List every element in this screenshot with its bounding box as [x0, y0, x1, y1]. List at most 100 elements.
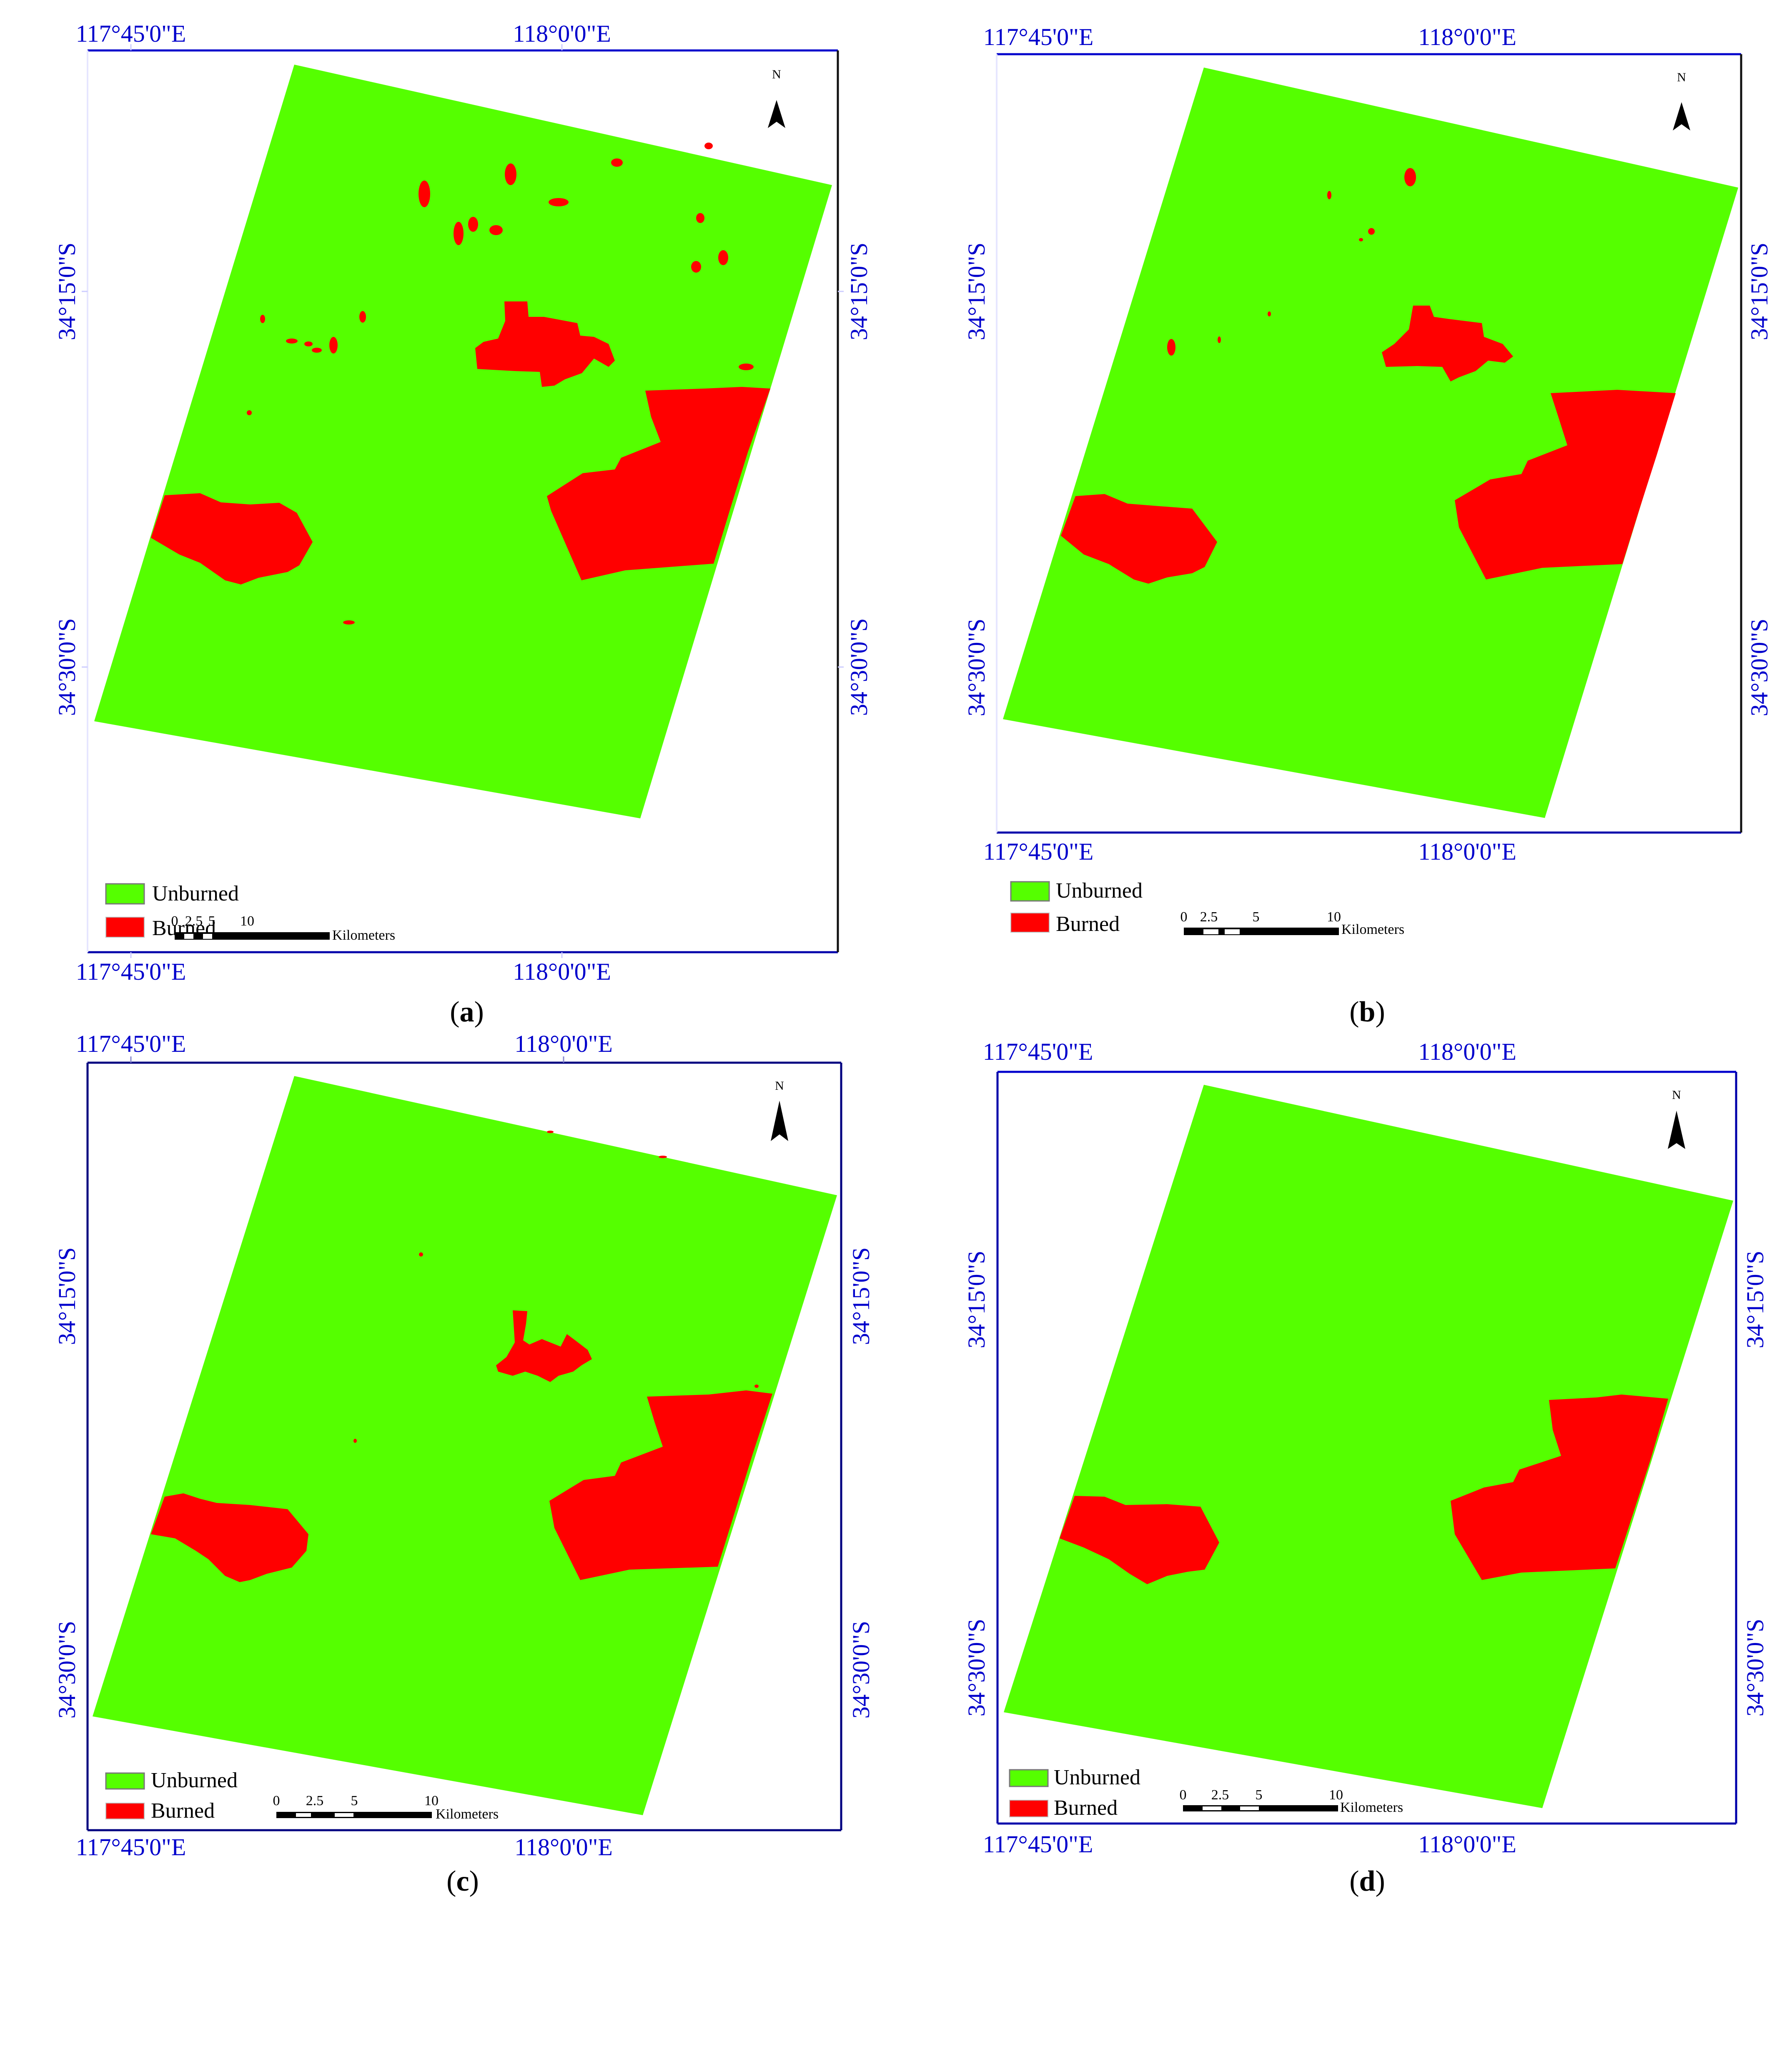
top-lon-label-2: 118°0'0"E: [1418, 23, 1516, 50]
north-label: N: [1677, 70, 1686, 84]
north-label: N: [775, 1079, 784, 1093]
top-lon-label-1: 117°45'0"E: [983, 1038, 1093, 1065]
panel-caption-b: (b): [1349, 996, 1385, 1028]
legend-label-burned: Burned: [1056, 912, 1120, 936]
left-lat-label-1: 34°15'0"S: [963, 1251, 990, 1349]
left-lat-label-1: 34°15'0"S: [963, 243, 990, 341]
unburned-area: [93, 1076, 837, 1815]
burned-areas: [151, 143, 770, 625]
top-lon-label-1: 117°45'0"E: [983, 23, 1094, 50]
bottom-lon-label-1: 117°45'0"E: [76, 1834, 186, 1861]
scale-bar: 0 2.5 5 10 Kilometers: [171, 913, 396, 943]
burned-areas: [1061, 168, 1676, 584]
unburned-area: [94, 65, 832, 818]
svg-text:5: 5: [1256, 1787, 1263, 1803]
svg-text:10: 10: [424, 1793, 439, 1809]
legend: Unburned Burned: [105, 1768, 238, 1823]
svg-text:2.5: 2.5: [306, 1793, 324, 1809]
unburned-area: [1004, 1085, 1733, 1808]
map-panel-d: 117°45'0"E 118°0'0"E 117°45'0"E 118°0'0"…: [963, 1038, 1769, 1897]
legend-label-unburned: Unburned: [152, 882, 239, 906]
panel-caption-d: (d): [1349, 1865, 1385, 1897]
svg-text:0: 0: [1180, 1787, 1187, 1803]
right-lat-label-2: 34°30'0"S: [1742, 1619, 1769, 1717]
svg-text:Kilometers: Kilometers: [332, 928, 395, 943]
svg-text:10: 10: [1329, 1787, 1343, 1803]
left-lat-label-2: 34°30'0"S: [963, 619, 990, 717]
north-label: N: [772, 68, 781, 81]
right-lat-label-1: 34°15'0"S: [845, 243, 872, 341]
bottom-lon-label-1: 117°45'0"E: [76, 958, 186, 985]
svg-text:10: 10: [1327, 909, 1341, 925]
top-lon-label-1: 117°45'0"E: [76, 1030, 186, 1057]
legend-label-burned: Burned: [1054, 1796, 1118, 1820]
svg-text:5: 5: [1253, 909, 1260, 925]
map-panel-a: 117°45'0"E 118°0'0"E 117°45'0"E 118°0'0"…: [53, 20, 872, 1028]
left-lat-label-1: 34°15'0"S: [53, 1247, 80, 1345]
bottom-lon-label-1: 117°45'0"E: [983, 1831, 1093, 1858]
right-lat-label-2: 34°30'0"S: [845, 618, 872, 716]
svg-text:10: 10: [240, 913, 254, 929]
burned-areas: [151, 1131, 772, 1582]
legend: Unburned Burned: [1010, 879, 1143, 936]
top-lon-label-2: 118°0'0"E: [514, 1030, 613, 1057]
left-lat-label-2: 34°30'0"S: [53, 1621, 80, 1719]
legend-swatch-unburned: [105, 1772, 145, 1790]
left-lat-label-2: 34°30'0"S: [963, 1619, 990, 1717]
legend-swatch-burned: [105, 1803, 145, 1819]
north-arrow-icon: N: [768, 68, 785, 128]
legend-swatch-burned: [1009, 1800, 1048, 1817]
scale-bar: 0 2.5 5 10 Kilometers: [1180, 1787, 1404, 1815]
right-lat-label-1: 34°15'0"S: [847, 1247, 875, 1345]
svg-text:2.5: 2.5: [1211, 1787, 1229, 1803]
svg-text:Kilometers: Kilometers: [1340, 1800, 1403, 1815]
scale-bar: 0 2.5 5 10 Kilometers: [1180, 909, 1405, 937]
right-lat-label-2: 34°30'0"S: [847, 1621, 875, 1719]
north-label: N: [1672, 1088, 1681, 1102]
north-arrow-icon: N: [1673, 70, 1690, 130]
svg-text:5: 5: [208, 913, 216, 929]
bottom-lon-label-1: 117°45'0"E: [983, 838, 1094, 865]
legend-swatch-unburned: [1009, 1769, 1049, 1787]
legend-label-unburned: Unburned: [1054, 1766, 1140, 1789]
unburned-area: [1003, 68, 1738, 818]
panel-caption-a: (a): [450, 996, 484, 1028]
svg-text:5: 5: [351, 1793, 358, 1809]
panel-caption-c: (c): [446, 1865, 479, 1897]
svg-text:2.5: 2.5: [185, 913, 203, 929]
legend-swatch-unburned: [1010, 881, 1050, 902]
svg-text:2.5: 2.5: [1200, 909, 1218, 925]
legend-swatch-burned: [1010, 913, 1050, 933]
left-lat-label-2: 34°30'0"S: [53, 618, 80, 716]
svg-text:Kilometers: Kilometers: [1341, 922, 1404, 937]
svg-text:0: 0: [1180, 909, 1188, 925]
north-arrow-icon: N: [1668, 1088, 1685, 1149]
legend-swatch-burned: [105, 917, 145, 938]
legend: Unburned Burned: [1009, 1766, 1140, 1820]
bottom-lon-label-2: 118°0'0"E: [513, 958, 611, 985]
legend-label-unburned: Unburned: [151, 1768, 238, 1792]
legend-swatch-unburned: [105, 883, 145, 905]
map-panel-c: 117°45'0"E 118°0'0"E 117°45'0"E 118°0'0"…: [53, 1030, 875, 1897]
right-lat-label-1: 34°15'0"S: [1742, 1251, 1769, 1349]
svg-text:0: 0: [273, 1793, 280, 1809]
map-panel-b: 117°45'0"E 118°0'0"E 117°45'0"E 118°0'0"…: [963, 23, 1773, 1028]
legend-label-unburned: Unburned: [1056, 879, 1143, 903]
north-arrow-icon: N: [771, 1079, 788, 1141]
svg-text:0: 0: [171, 913, 178, 929]
right-lat-label-2: 34°30'0"S: [1746, 619, 1773, 717]
legend-label-burned: Burned: [151, 1799, 215, 1823]
left-lat-label-1: 34°15'0"S: [53, 243, 80, 341]
scale-bar: 0 2.5 5 10 Kilometers: [273, 1793, 499, 1822]
right-lat-label-1: 34°15'0"S: [1746, 243, 1773, 341]
legend: Unburned Burned: [105, 882, 239, 940]
top-lon-label-1: 117°45'0"E: [76, 20, 186, 47]
bottom-lon-label-2: 118°0'0"E: [1418, 1831, 1516, 1858]
svg-text:Kilometers: Kilometers: [436, 1806, 499, 1822]
bottom-lon-label-2: 118°0'0"E: [1418, 838, 1516, 865]
burned-areas: [1060, 1395, 1668, 1584]
top-lon-label-2: 118°0'0"E: [513, 20, 611, 47]
bottom-lon-label-2: 118°0'0"E: [514, 1834, 613, 1861]
top-lon-label-2: 118°0'0"E: [1418, 1038, 1516, 1065]
